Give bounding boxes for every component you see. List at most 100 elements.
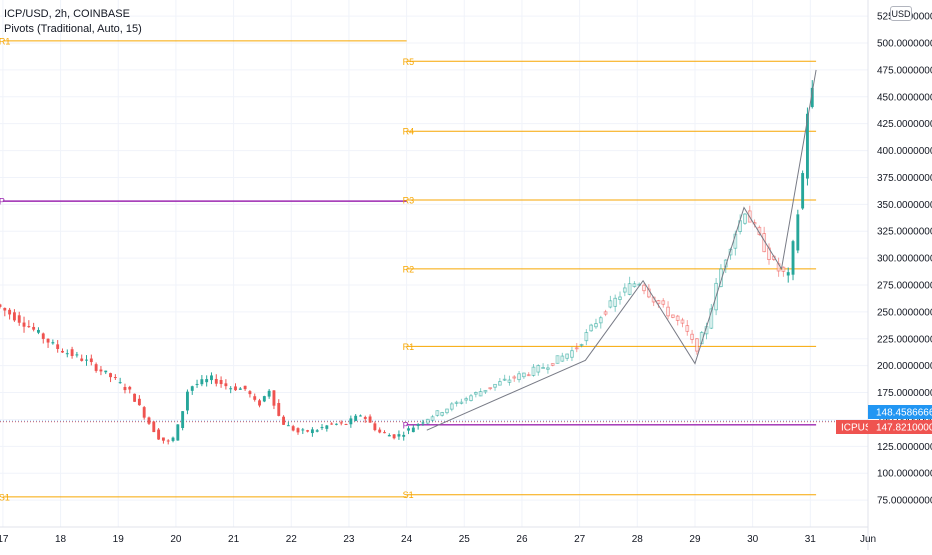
candles	[0, 80, 814, 445]
time-tick-label: 26	[516, 534, 528, 545]
candle-body	[661, 300, 666, 305]
price-tick-label: 450.00000000	[877, 92, 932, 103]
candle-body	[709, 308, 714, 329]
candle-body	[618, 296, 622, 300]
candle-body	[248, 391, 252, 395]
pivot-label-s1: S1	[0, 492, 10, 502]
candle-body	[229, 388, 233, 390]
candle-body	[416, 424, 420, 426]
candle-body	[613, 297, 618, 307]
candle-body	[632, 283, 637, 288]
candle-body	[214, 378, 218, 384]
candle-body	[161, 437, 165, 441]
candle-body	[407, 428, 410, 431]
candle-body	[594, 323, 598, 328]
candle-body	[306, 430, 310, 432]
candle-body	[157, 429, 161, 440]
candle-body	[99, 369, 103, 372]
candle-body	[315, 430, 319, 432]
candle-body	[89, 358, 93, 363]
candle-body	[488, 387, 493, 390]
candle-body	[469, 395, 473, 401]
indicator-label[interactable]: Pivots (Traditional, Auto, 15)	[4, 23, 142, 35]
candle-body	[334, 423, 338, 425]
candle-body	[339, 422, 343, 424]
time-tick-label: Jun	[860, 534, 876, 545]
candle-body	[801, 173, 805, 209]
price-lines	[0, 420, 868, 423]
candle-body	[368, 416, 372, 423]
candle-body	[349, 418, 353, 425]
price-tick-label: 425.00000000	[877, 119, 932, 130]
price-tick-label: 300.00000000	[877, 254, 932, 265]
time-tick-label: 21	[228, 534, 240, 545]
candle-body	[171, 437, 175, 441]
symbol-badge	[836, 420, 868, 434]
candle-body	[104, 370, 108, 373]
candle-body	[277, 403, 281, 416]
candle-body	[680, 319, 685, 324]
candle-body	[267, 390, 271, 397]
last-price-label: 148.45866667	[876, 408, 932, 419]
candle-body	[118, 382, 122, 384]
candle-body	[147, 417, 151, 424]
candle-body	[32, 326, 36, 330]
candle-body	[598, 317, 603, 324]
candle-body	[685, 325, 690, 332]
time-tick-label: 25	[459, 534, 471, 545]
candle-body	[666, 306, 670, 317]
candle-body	[796, 214, 800, 251]
candle-body	[75, 354, 79, 356]
candle-body	[411, 427, 415, 433]
candle-body	[517, 373, 521, 381]
candle-body	[296, 428, 300, 433]
candle-body	[22, 322, 26, 327]
candle-body	[128, 386, 132, 390]
price-tick-label: 75.00000000	[877, 496, 932, 507]
candle-body	[449, 403, 454, 410]
candle-body	[190, 386, 194, 391]
candle-body	[555, 355, 560, 364]
candle-body	[791, 241, 795, 275]
candle-body	[205, 379, 209, 383]
price-tick-label: 100.00000000	[877, 469, 932, 480]
price-tick-label: 275.00000000	[877, 281, 932, 292]
candle-body	[459, 401, 464, 404]
candle-body	[363, 417, 367, 419]
candle-body	[454, 401, 459, 404]
chart-title[interactable]: ICP/USD, 2h, COINBASE	[4, 8, 130, 20]
pivot-label-p: P	[403, 420, 409, 430]
price-tick-label: 250.00000000	[877, 307, 932, 318]
candle-body	[574, 347, 579, 350]
price-tick-label: 325.00000000	[877, 227, 932, 238]
candle-body	[113, 377, 117, 379]
candle-body	[781, 266, 786, 272]
pivot-label-r2: R2	[403, 264, 415, 274]
time-tick-label: 22	[286, 534, 298, 545]
price-tick-label: 125.00000000	[877, 442, 932, 453]
candle-body	[402, 434, 406, 437]
candle-body	[181, 411, 185, 428]
candle-body	[584, 332, 589, 342]
candle-body	[397, 434, 401, 437]
symbol-price-badge	[868, 420, 932, 434]
price-tick-label: 400.00000000	[877, 146, 932, 157]
currency-button[interactable]: USD	[890, 6, 912, 21]
candle-body	[46, 338, 50, 343]
last-price-badge	[868, 405, 932, 419]
candle-body	[507, 379, 512, 383]
candle-body	[3, 307, 7, 311]
time-tick-label: 27	[574, 534, 586, 545]
candle-body	[238, 388, 242, 390]
candle-body	[536, 365, 541, 373]
candle-body	[137, 398, 141, 406]
candle-body	[0, 304, 2, 307]
candle-body	[498, 381, 502, 386]
candle-body	[224, 383, 228, 387]
candle-body	[65, 353, 69, 355]
candle-body	[320, 427, 324, 429]
pivot-label-r1: R1	[403, 342, 415, 352]
time-axis[interactable]: 17 18 19 20 21 22 23 24 25 26 27 28 29 30 31 Jun	[0, 534, 876, 545]
